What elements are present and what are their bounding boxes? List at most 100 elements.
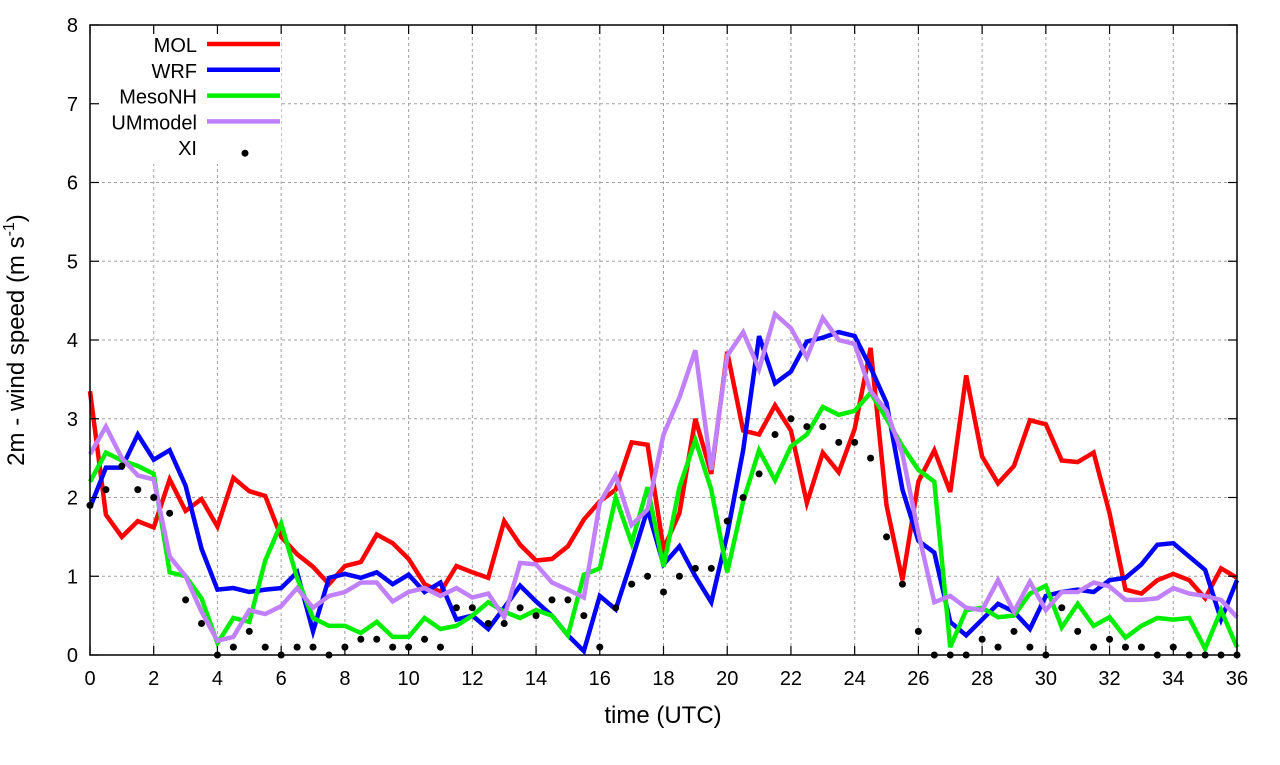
data-point-xi (691, 564, 699, 572)
data-point-xi (628, 580, 636, 588)
data-point-xi (548, 596, 556, 604)
data-point-xi (118, 462, 126, 470)
y-tick-label: 6 (67, 173, 78, 195)
data-point-xi (452, 604, 460, 612)
data-point-xi (389, 643, 397, 651)
data-point-xi (1106, 635, 1114, 643)
data-point-xi (835, 438, 843, 446)
y-axis-label-superscript: -1 (1, 222, 18, 236)
x-tick-label: 22 (780, 668, 802, 690)
data-point-xi (261, 643, 269, 651)
y-tick-label: 7 (67, 94, 78, 116)
legend-swatch-xi (241, 149, 249, 157)
x-tick-label: 14 (525, 668, 547, 690)
x-tick-label: 12 (461, 668, 483, 690)
series-line-mesonh (88, 388, 1240, 655)
data-point-xi (484, 620, 492, 627)
data-point-xi (150, 494, 158, 501)
y-axis-label-end: ) (3, 214, 30, 222)
x-tick-label: 16 (589, 668, 611, 690)
data-point-xi (532, 612, 540, 620)
data-point-xi (1074, 627, 1082, 635)
data-point-xi (1058, 604, 1066, 612)
data-point-xi (580, 612, 588, 620)
legend: MOL WRF MesoNH UMmodel XI (91, 26, 281, 164)
data-point-xi (421, 635, 429, 643)
data-point-xi (883, 533, 891, 541)
y-tick-label: 8 (67, 15, 78, 37)
data-point-xi (914, 627, 922, 635)
data-point-xi (707, 564, 715, 572)
data-point-xi (739, 494, 747, 501)
x-tick-label: 20 (716, 668, 738, 690)
data-point-xi (1010, 627, 1018, 635)
data-point-xi (1137, 643, 1145, 651)
data-point-xi (516, 604, 524, 612)
legend-label: MOL (154, 35, 197, 57)
y-tick-label: 1 (67, 566, 78, 588)
data-point-xi (644, 572, 652, 580)
data-point-xi (675, 572, 683, 580)
data-point-xi (500, 620, 508, 627)
x-tick-label: 10 (397, 668, 419, 690)
data-point-xi (293, 643, 301, 651)
x-tick-label: 0 (84, 668, 95, 690)
y-tick-label: 4 (67, 330, 78, 352)
x-tick-label: 4 (212, 668, 223, 690)
data-point-xi (468, 604, 476, 612)
x-tick-label: 26 (907, 668, 929, 690)
series-layer (86, 309, 1241, 659)
data-point-xi (851, 438, 859, 446)
data-point-xi (612, 604, 620, 612)
data-point-xi (134, 486, 142, 494)
y-tick-label: 0 (67, 645, 78, 667)
data-point-xi (723, 517, 731, 525)
x-tick-label: 34 (1162, 668, 1184, 690)
data-point-xi (373, 635, 381, 643)
data-point-xi (102, 486, 110, 494)
data-point-xi (755, 470, 763, 478)
x-tick-label: 30 (1035, 668, 1057, 690)
x-tick-label: 8 (339, 668, 350, 690)
data-point-xi (660, 588, 667, 596)
data-point-xi (1090, 643, 1098, 651)
data-point-xi (182, 596, 190, 604)
legend-label: MesoNH (119, 87, 197, 109)
x-tick-label: 28 (971, 668, 993, 690)
data-point-xi (978, 635, 986, 643)
y-tick-label: 5 (67, 251, 78, 273)
legend-label: WRF (151, 61, 197, 83)
data-point-xi (771, 431, 779, 438)
axis-ticks: 0 2 4 6 8 10 12 14 16 18 20 22 24 26 28 30 32 34 360123456… (67, 15, 1248, 690)
data-point-xi (166, 509, 174, 517)
data-point-xi (309, 643, 317, 651)
legend-label: XI (178, 138, 197, 160)
data-point-xi (994, 643, 1002, 651)
y-tick-label: 2 (67, 488, 78, 510)
x-tick-label: 6 (276, 668, 287, 690)
x-tick-label: 32 (1098, 668, 1120, 690)
data-point-xi (229, 643, 237, 651)
legend-label: UMmodel (111, 112, 197, 134)
data-point-xi (564, 596, 572, 604)
x-tick-label: 2 (148, 668, 159, 690)
data-point-xi (245, 627, 253, 635)
data-point-xi (819, 423, 827, 431)
y-axis-label-main: 2m - wind speed (m s (3, 236, 30, 465)
grid (90, 25, 1237, 655)
x-tick-label: 24 (844, 668, 866, 690)
data-point-xi (787, 415, 795, 423)
data-point-xi (357, 635, 365, 643)
x-tick-label: 18 (652, 668, 674, 690)
y-tick-label: 3 (67, 409, 78, 431)
y-axis-label: 2m - wind speed (m s-1) (1, 214, 30, 466)
x-tick-label: 36 (1226, 668, 1248, 690)
data-point-xi (898, 580, 906, 588)
data-point-xi (803, 423, 811, 431)
x-axis-label: time (UTC) (604, 702, 721, 729)
data-point-xi (436, 643, 444, 651)
series-line-mol (87, 347, 1239, 603)
series-line-ummodel (88, 309, 1239, 644)
data-point-xi (867, 454, 875, 462)
